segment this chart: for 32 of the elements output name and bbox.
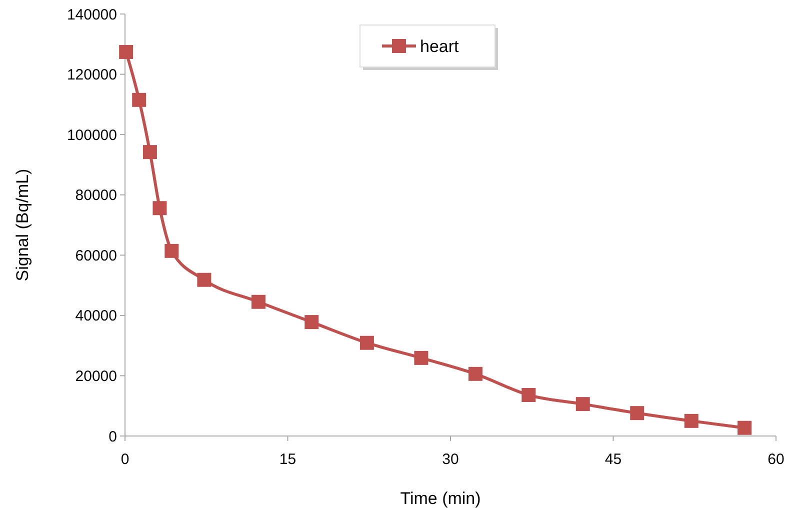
y-tick-label: 20000 [75,368,117,385]
y-tick-label: 80000 [75,187,117,204]
point [684,414,698,428]
point [522,388,536,402]
x-tick-label: 0 [120,451,130,468]
point [251,294,266,309]
x-tick-label: 45 [604,451,622,468]
point [360,336,374,350]
point [152,201,167,216]
point [468,366,482,381]
y-tick-label: 100000 [66,126,117,144]
x-tick-label: 15 [279,451,296,468]
y-tick-label: 0 [108,428,117,446]
point [630,406,644,420]
x-axis-title: Time (min) [400,489,481,508]
point [119,44,134,59]
point [414,350,428,365]
y-tick-label: 60000 [75,247,117,264]
x-tick-label: 30 [442,451,459,468]
y-tick-label: 120000 [66,66,117,84]
point [142,145,157,160]
point [164,244,179,258]
point [132,92,146,107]
y-axis-title: Signal (Bq/mL) [13,168,32,282]
point [304,315,319,330]
y-tick-label: 140000 [66,6,117,24]
point [197,272,212,287]
legend-label: heart [420,36,460,56]
point [738,420,752,435]
x-tick-label: 60 [768,451,784,468]
y-tick-label: 40000 [75,308,117,325]
point [576,397,590,412]
